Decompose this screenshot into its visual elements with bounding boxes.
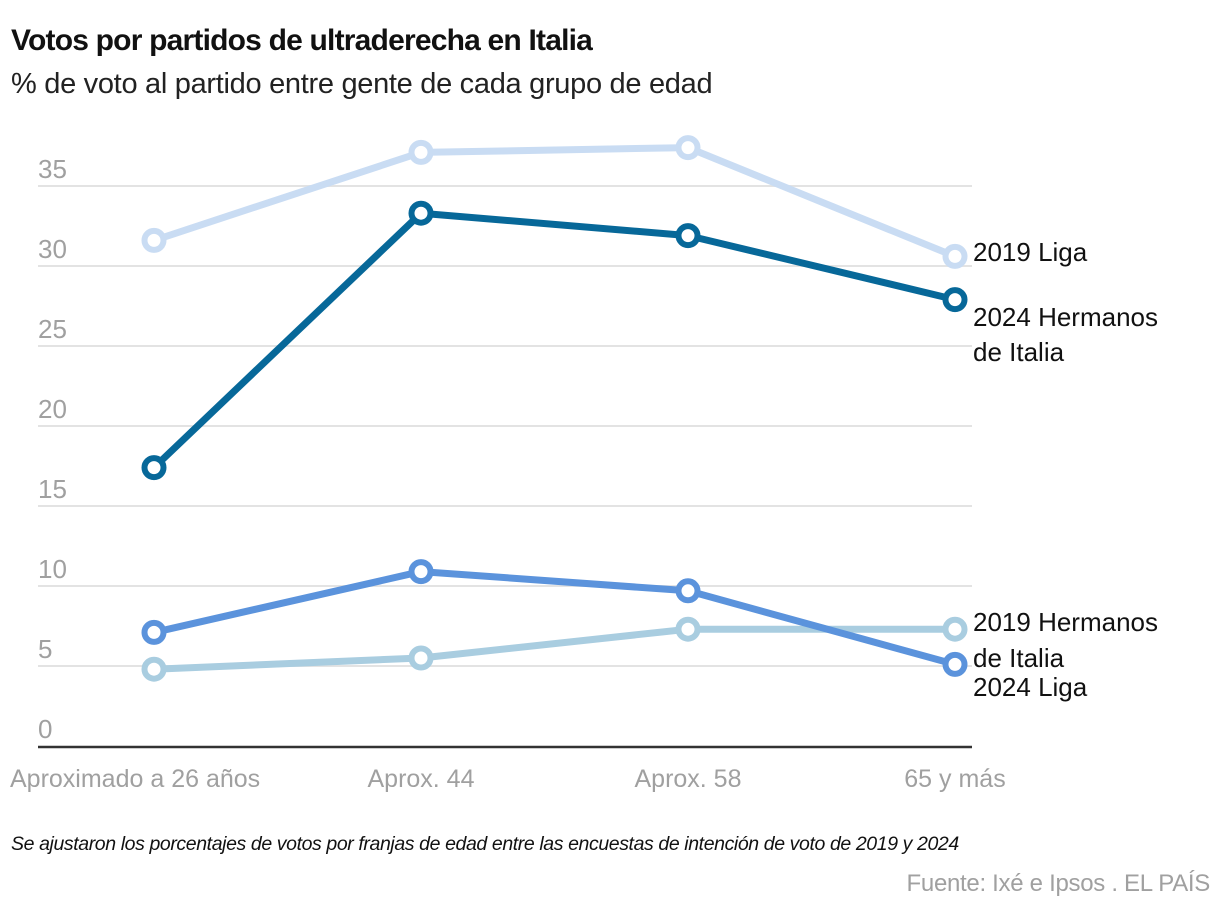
- y-tick-label: 15: [38, 474, 67, 504]
- series-line: [150, 209, 959, 472]
- data-point: [942, 243, 968, 269]
- x-tick-label: Aprox. 44: [367, 765, 474, 793]
- footnote: Se ajustaron los porcentajes de votos po…: [11, 833, 959, 855]
- x-tick-label: Aproximado a 26 años: [10, 765, 260, 793]
- data-point: [141, 656, 167, 682]
- data-point: [408, 139, 434, 165]
- y-tick-label: 20: [38, 394, 67, 424]
- x-axis-ticks: Aproximado a 26 años Aprox. 44 Aprox. 58 65…: [10, 765, 1006, 793]
- y-tick-label: 30: [38, 234, 67, 264]
- series-label: 2019 Liga: [973, 237, 1088, 267]
- data-point: [408, 200, 434, 226]
- y-tick-label: 35: [38, 154, 67, 184]
- series-label: 2024 Liga: [973, 672, 1088, 702]
- data-point: [408, 559, 434, 585]
- data-point: [942, 616, 968, 642]
- chart-subtitle: % de voto al partido entre gente de cada…: [11, 68, 713, 100]
- y-tick-label: 5: [38, 634, 52, 664]
- x-tick-label: Aprox. 58: [634, 765, 741, 793]
- data-point: [675, 616, 701, 642]
- data-point: [942, 287, 968, 313]
- series-label: de Italia: [973, 337, 1065, 367]
- series-label: 2024 Hermanos: [973, 302, 1158, 332]
- series-labels: 2019 Liga 2024 Hermanos de Italia 2019 Herm…: [973, 237, 1158, 702]
- series-lines: [150, 144, 959, 673]
- series-line: [150, 625, 959, 673]
- series-points: [141, 135, 968, 682]
- data-point: [942, 651, 968, 677]
- y-tick-label: 25: [38, 314, 67, 344]
- series-line: [150, 144, 959, 260]
- data-point: [675, 135, 701, 161]
- y-axis-ticks: 0 5 10 15 20 25 30 35: [38, 154, 67, 744]
- data-point: [141, 619, 167, 645]
- series-label: 2019 Hermanos: [973, 607, 1158, 637]
- data-point: [141, 227, 167, 253]
- y-tick-label: 10: [38, 554, 67, 584]
- source-credit: Fuente: Ixé e Ipsos . EL PAÍS: [906, 870, 1211, 897]
- y-tick-label: 0: [38, 714, 52, 744]
- series-line: [150, 568, 959, 668]
- chart-title: Votos por partidos de ultraderecha en It…: [11, 24, 593, 57]
- data-point: [408, 645, 434, 671]
- data-point: [675, 223, 701, 249]
- data-point: [675, 578, 701, 604]
- data-point: [141, 455, 167, 481]
- x-tick-label: 65 y más: [904, 765, 1005, 793]
- series-label: de Italia: [973, 643, 1065, 673]
